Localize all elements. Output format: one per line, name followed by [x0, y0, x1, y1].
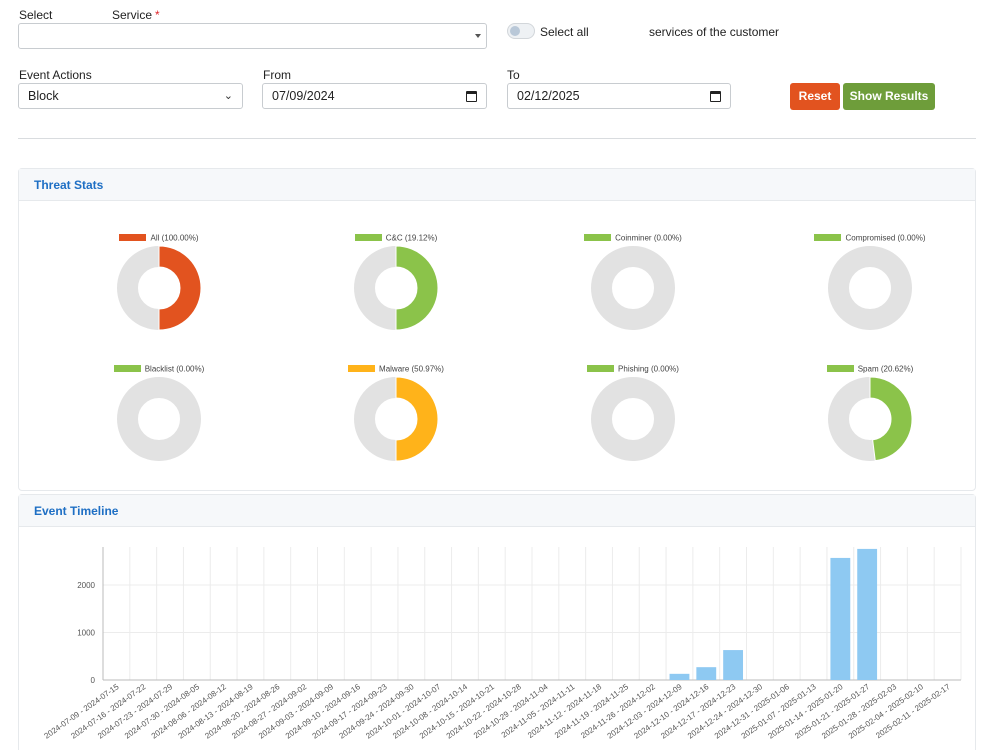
legend-swatch [826, 365, 854, 373]
legend-label: Blacklist (0.00%) [144, 364, 205, 374]
legend-swatch [348, 365, 376, 373]
donut-legend: Blacklist (0.00%) [79, 364, 239, 373]
to-date-input[interactable]: 02/12/2025 [507, 83, 731, 109]
donut-chart: C&C (19.12%) [316, 233, 476, 353]
donut-legend: Spam (20.62%) [790, 364, 950, 373]
to-label: To [507, 68, 520, 82]
legend-label: Phishing (0.00%) [618, 364, 679, 374]
legend-label: Compromised (0.00%) [845, 233, 926, 243]
bar[interactable] [696, 667, 717, 680]
legend-label: Coinminer (0.00%) [615, 233, 682, 243]
calendar-icon[interactable] [466, 91, 477, 102]
donut-legend: Phishing (0.00%) [553, 364, 713, 373]
bar[interactable] [723, 650, 744, 680]
donut-background [591, 246, 675, 330]
threat-stats-title: Threat Stats [19, 169, 975, 201]
donut-ring [828, 246, 912, 330]
y-tick-label: 2000 [77, 581, 95, 590]
donut-ring [117, 246, 201, 330]
threat-stats-panel: Threat Stats All (100.00%) C&C (19.12%) Co… [18, 168, 976, 491]
legend-swatch [119, 234, 147, 242]
donut-legend: Coinminer (0.00%) [553, 233, 713, 242]
donut-chart: Coinminer (0.00%) [553, 233, 713, 353]
donut-legend: All (100.00%) [79, 233, 239, 242]
calendar-icon[interactable] [710, 91, 721, 102]
donut-chart: Phishing (0.00%) [553, 364, 713, 484]
donut-ring [591, 246, 675, 330]
donut-background [117, 377, 201, 461]
donut-segment[interactable] [869, 377, 912, 461]
y-tick-label: 0 [91, 676, 96, 685]
donut-chart: Spam (20.62%) [790, 364, 950, 484]
donut-ring [591, 377, 675, 461]
bar[interactable] [669, 673, 690, 680]
legend-swatch [587, 365, 615, 373]
donut-ring [354, 377, 438, 461]
donut-ring [117, 377, 201, 461]
donut-legend: Malware (50.97%) [316, 364, 476, 373]
event-actions-select[interactable]: Block ⌄ [18, 83, 243, 109]
legend-label: Malware (50.97%) [379, 364, 444, 374]
event-timeline-title: Event Timeline [19, 495, 975, 527]
donut-segment[interactable] [158, 246, 201, 330]
divider [18, 138, 976, 139]
legend-label: C&C (19.12%) [385, 233, 438, 243]
legend-label: Spam (20.62%) [857, 364, 914, 374]
bar[interactable] [830, 557, 851, 680]
service-label: Service * [112, 8, 160, 22]
donut-ring [354, 246, 438, 330]
event-timeline-panel: Event Timeline [18, 494, 976, 750]
donut-chart: Compromised (0.00%) [790, 233, 950, 353]
donut-chart: Malware (50.97%) [316, 364, 476, 484]
donut-segment[interactable] [395, 377, 438, 461]
dropdown-caret-icon [475, 34, 481, 38]
legend-swatch [584, 234, 612, 242]
donut-segment[interactable] [395, 246, 438, 330]
select-label: Select [19, 8, 53, 22]
select-all-label: Select all [540, 25, 589, 39]
legend-label: All (100.00%) [150, 233, 199, 243]
legend-swatch [354, 234, 382, 242]
event-actions-label: Event Actions [19, 68, 92, 82]
donut-legend: Compromised (0.00%) [790, 233, 950, 242]
services-of-customer-label: services of the customer [649, 25, 780, 39]
chevron-down-icon: ⌄ [223, 90, 233, 102]
donut-background [828, 246, 912, 330]
legend-swatch [113, 365, 141, 373]
donut-ring [828, 377, 912, 461]
donut-chart: All (100.00%) [79, 233, 239, 353]
reset-button[interactable]: Reset [790, 83, 840, 110]
bar[interactable] [857, 548, 878, 680]
from-label: From [263, 68, 291, 82]
legend-swatch [814, 234, 842, 242]
donut-background [591, 377, 675, 461]
required-marker: * [155, 8, 160, 22]
service-select[interactable] [18, 23, 487, 49]
from-date-input[interactable]: 07/09/2024 [262, 83, 487, 109]
donut-legend: C&C (19.12%) [316, 233, 476, 242]
donut-chart: Blacklist (0.00%) [79, 364, 239, 484]
show-results-button[interactable]: Show Results [843, 83, 935, 110]
select-all-toggle[interactable] [507, 23, 535, 39]
y-tick-label: 1000 [77, 629, 95, 638]
